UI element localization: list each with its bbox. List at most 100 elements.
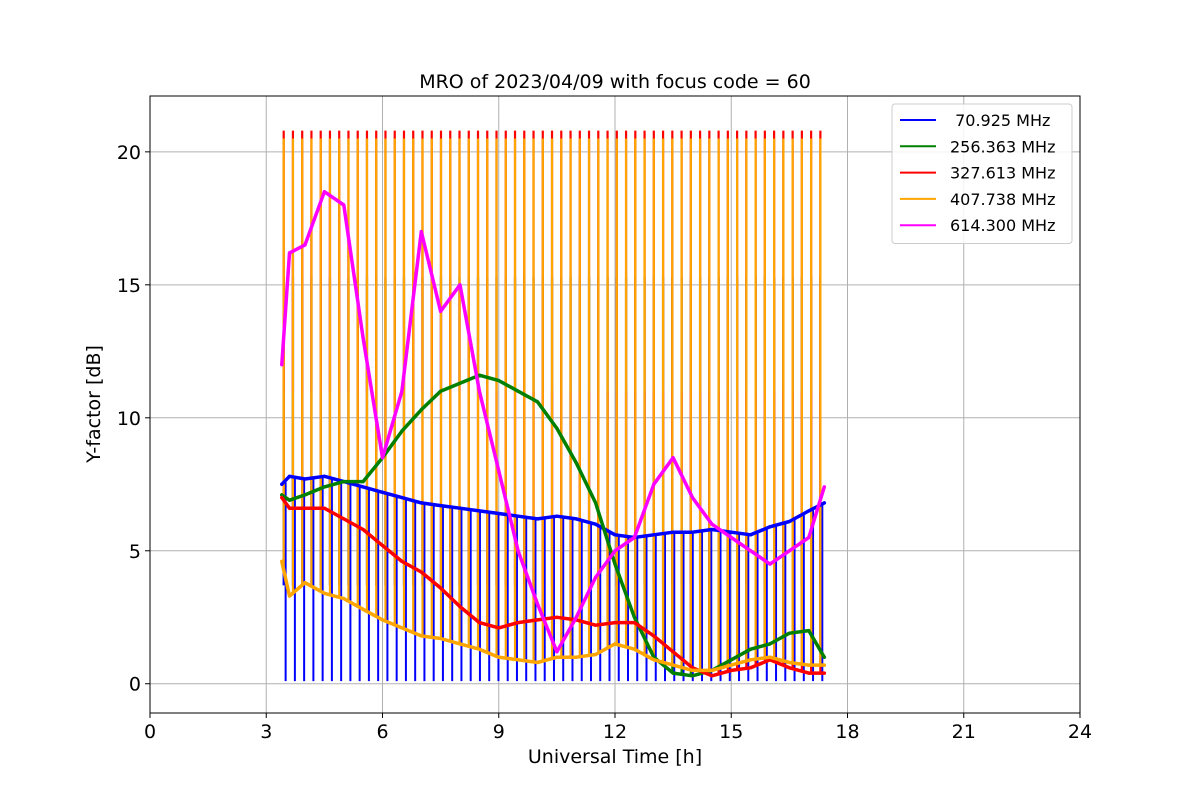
data-point-327-613-mhz (632, 620, 636, 625)
data-point-614-300-mhz (535, 602, 540, 606)
data-point-327-613-mhz (322, 506, 326, 510)
y-axis-label: Y-factor [dB] (83, 345, 105, 464)
data-point-407-738-mhz (497, 655, 501, 659)
data-point-70-925-mhz (822, 501, 826, 505)
data-point-327-613-mhz (400, 559, 404, 564)
data-point-614-300-mhz (516, 549, 520, 553)
axis-ticks: 0 3 6 9 12 15 18 21 24 0 5 10 15 20 (117, 142, 1092, 743)
data-point-614-300-mhz (690, 495, 695, 500)
x-tick-label: 6 (376, 721, 388, 743)
legend-label: 407.738 MHz (950, 190, 1055, 209)
data-point-256-363-mhz (439, 389, 443, 393)
data-point-70-925-mhz (477, 509, 481, 513)
data-point-614-300-mhz (342, 203, 346, 207)
data-point-70-925-mhz (807, 509, 811, 513)
data-point-70-925-mhz (280, 482, 284, 486)
data-point-70-925-mhz (594, 522, 598, 526)
data-point-327-613-mhz (652, 634, 656, 638)
x-tick-label: 21 (952, 721, 976, 743)
data-point-614-300-mhz (280, 363, 284, 367)
data-point-407-738-mhz (477, 647, 481, 651)
data-point-256-363-mhz (419, 408, 423, 412)
data-point-614-300-mhz (458, 283, 462, 287)
data-point-407-738-mhz (710, 668, 714, 673)
data-point-256-363-mhz (671, 671, 675, 675)
data-point-407-738-mhz (322, 591, 326, 595)
data-point-327-613-mhz (710, 674, 714, 678)
data-point-614-300-mhz (671, 456, 675, 460)
data-point-70-925-mhz (497, 511, 501, 516)
y-tick-label: 10 (117, 408, 141, 430)
data-point-407-738-mhz (458, 642, 462, 646)
data-point-614-300-mhz (303, 243, 307, 247)
legend-label: 327.613 MHz (950, 164, 1055, 183)
data-point-614-300-mhz (749, 549, 753, 553)
data-point-614-300-mhz (594, 575, 598, 579)
data-point-256-363-mhz (458, 381, 462, 385)
data-point-614-300-mhz (632, 535, 636, 540)
x-axis-label: Universal Time [h] (528, 746, 702, 768)
data-point-407-738-mhz (516, 658, 520, 662)
series-line-614-300-mhz (280, 189, 827, 654)
x-tick-label: 3 (260, 721, 272, 743)
x-tick-label: 18 (835, 721, 859, 743)
data-point-70-925-mhz (574, 517, 578, 521)
data-point-256-363-mhz (594, 501, 598, 505)
data-point-70-925-mhz (303, 477, 307, 481)
series-line-70-925-mhz (280, 474, 827, 540)
data-point-70-925-mhz (749, 533, 753, 537)
data-point-327-613-mhz (671, 650, 675, 654)
y-tick-label: 0 (129, 674, 141, 696)
data-point-407-738-mhz (768, 655, 772, 659)
y-tick-label: 5 (129, 541, 141, 563)
y-tick-label: 15 (117, 275, 141, 297)
data-point-256-363-mhz (768, 642, 772, 646)
data-point-256-363-mhz (749, 647, 753, 651)
data-point-327-613-mhz (303, 506, 307, 510)
data-point-256-363-mhz (690, 674, 695, 678)
data-point-327-613-mhz (535, 618, 540, 622)
data-point-70-925-mhz (380, 490, 385, 494)
data-point-407-738-mhz (361, 607, 365, 611)
data-point-614-300-mhz (652, 482, 656, 486)
data-point-614-300-mhz (807, 535, 811, 540)
legend-label: 256.363 MHz (950, 137, 1055, 156)
data-point-70-925-mhz (400, 495, 404, 500)
data-point-327-613-mhz (594, 623, 598, 627)
data-point-327-613-mhz (822, 671, 826, 675)
data-point-614-300-mhz (613, 549, 617, 553)
data-point-256-363-mhz (787, 631, 791, 635)
chart-title: MRO of 2023/04/09 with focus code = 60 (419, 71, 811, 93)
data-point-70-925-mhz (322, 474, 326, 478)
data-point-327-613-mhz (287, 506, 292, 510)
data-point-407-738-mhz (342, 597, 346, 601)
data-point-614-300-mhz (287, 251, 292, 255)
data-point-407-738-mhz (574, 655, 578, 659)
data-point-256-363-mhz (555, 426, 559, 431)
legend-box (891, 103, 1073, 244)
data-point-256-363-mhz (303, 493, 307, 497)
x-tick-label: 15 (719, 721, 743, 743)
data-point-70-925-mhz (287, 474, 292, 478)
data-point-407-738-mhz (280, 559, 284, 564)
data-point-407-738-mhz (287, 594, 292, 598)
data-point-327-613-mhz (516, 620, 520, 625)
data-point-407-738-mhz (419, 634, 423, 638)
data-point-70-925-mhz (535, 517, 540, 521)
data-point-327-613-mhz (342, 517, 346, 521)
series-lines (280, 189, 827, 678)
data-point-256-363-mhz (822, 655, 826, 659)
data-point-327-613-mhz (555, 615, 559, 619)
data-point-256-363-mhz (287, 498, 292, 502)
data-point-70-925-mhz (671, 530, 675, 534)
data-point-614-300-mhz (497, 469, 501, 473)
data-point-256-363-mhz (535, 400, 540, 404)
data-point-256-363-mhz (322, 485, 326, 489)
data-point-256-363-mhz (477, 373, 481, 377)
data-point-256-363-mhz (342, 480, 346, 484)
y-tick-label: 20 (117, 142, 141, 164)
data-point-70-925-mhz (787, 519, 791, 524)
data-point-614-300-mhz (729, 535, 733, 540)
data-point-327-613-mhz (380, 543, 385, 548)
data-point-407-738-mhz (439, 636, 443, 641)
